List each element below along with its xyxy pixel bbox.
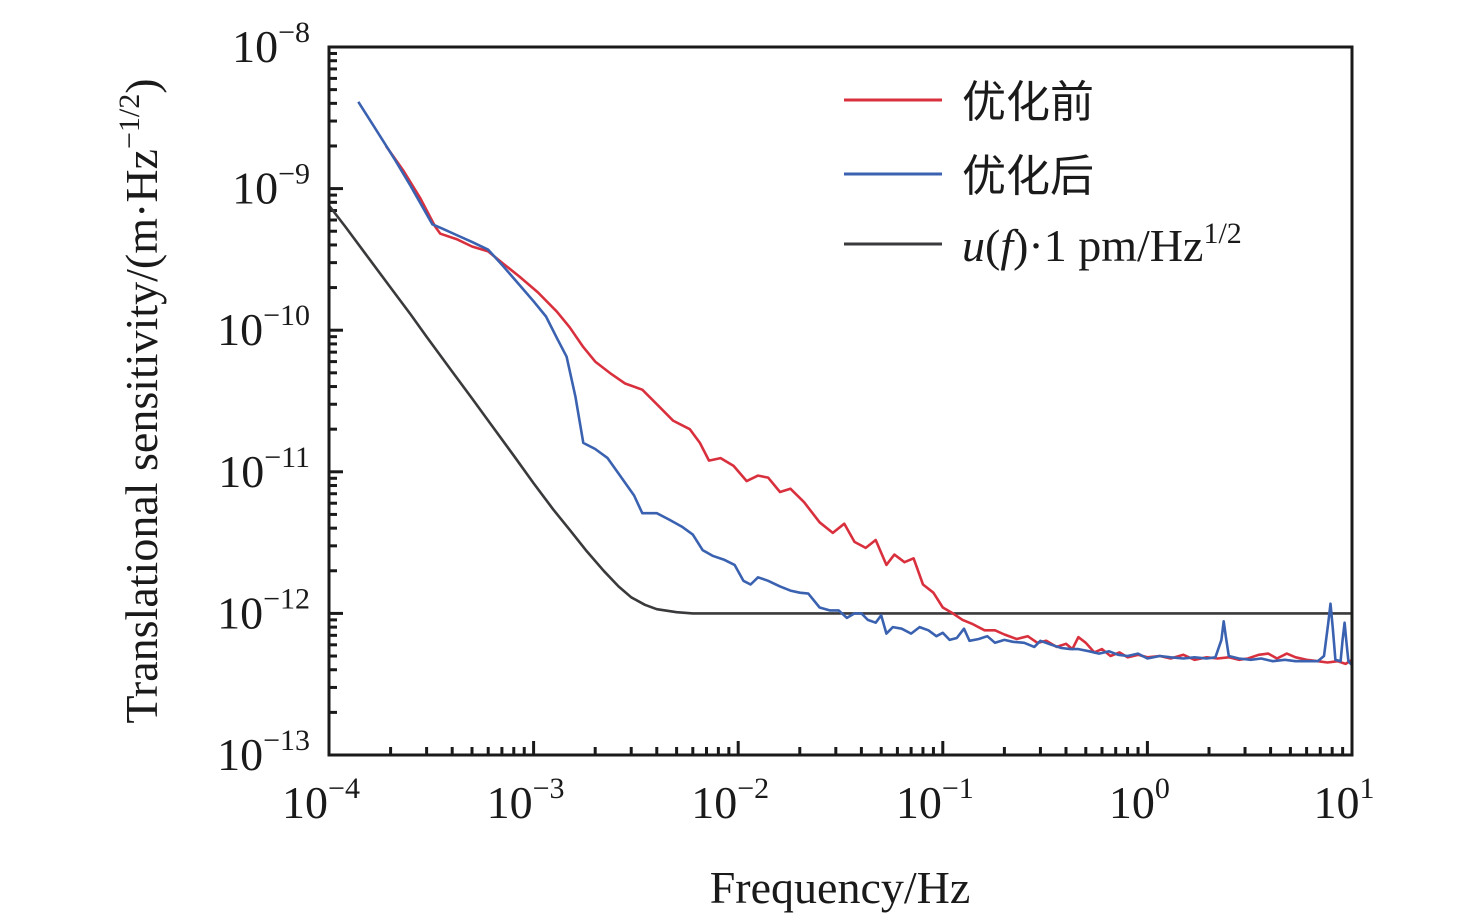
y-tick-label: 10−9 xyxy=(232,158,310,214)
x-tick-base: 10 xyxy=(487,777,533,828)
x-tick-base: 10 xyxy=(896,777,942,828)
y-axis-title-sup: −1/2 xyxy=(113,94,146,149)
y-axis-title: Translational sensitivity/(m·Hz−1/2) xyxy=(113,78,167,723)
series-line-reference xyxy=(329,204,1352,615)
x-tick-base: 10 xyxy=(1109,777,1155,828)
legend-label-after: 优化后 xyxy=(962,151,1094,202)
legend-ref-open: ( xyxy=(985,220,1000,271)
y-tick-label: 10−10 xyxy=(217,299,310,355)
x-tick-exp: −2 xyxy=(737,772,769,805)
y-tick-label: 10−11 xyxy=(218,441,310,497)
x-tick-label: 101 xyxy=(1314,772,1375,828)
y-tick-base: 10 xyxy=(232,21,278,72)
legend: 优化前 优化后 u(f)·1 pm/Hz1/2 xyxy=(844,77,1242,271)
y-tick-base: 10 xyxy=(232,163,278,214)
ticks-layer xyxy=(327,51,1345,757)
y-tick-exp: −11 xyxy=(264,441,310,474)
x-tick-exp: −1 xyxy=(942,772,974,805)
legend-item-before[interactable]: 优化前 xyxy=(844,77,1094,128)
x-tick-label: 10−1 xyxy=(896,772,974,828)
legend-item-reference[interactable]: u(f)·1 pm/Hz1/2 xyxy=(844,217,1242,271)
tick-labels-layer: 10−4 10−3 10−2 10−1 100 10110−810−910−1010−11… xyxy=(217,16,1374,828)
x-axis-title: Frequency/Hz xyxy=(710,862,971,913)
x-tick-exp: 1 xyxy=(1360,772,1375,805)
legend-ref-u: u xyxy=(962,220,985,271)
series-layer xyxy=(329,101,1352,667)
y-tick-label: 10−13 xyxy=(217,724,310,780)
y-axis-title-close: ) xyxy=(116,78,167,93)
x-tick-label: 10−3 xyxy=(487,772,565,828)
x-tick-exp: 0 xyxy=(1155,772,1170,805)
y-axis-title-main: Translational sensitivity/(m·Hz xyxy=(116,149,167,724)
series-line-after-optimization xyxy=(357,101,1352,667)
x-tick-label: 100 xyxy=(1109,772,1170,828)
legend-ref-sup: 1/2 xyxy=(1203,217,1241,250)
legend-label-before: 优化前 xyxy=(962,77,1094,128)
x-tick-base: 10 xyxy=(282,777,328,828)
plot-frame xyxy=(327,45,1354,757)
x-tick-base: 10 xyxy=(691,777,737,828)
x-tick-exp: −4 xyxy=(328,772,360,805)
y-tick-base: 10 xyxy=(217,304,263,355)
x-tick-base: 10 xyxy=(1314,777,1360,828)
y-tick-exp: −9 xyxy=(278,158,310,191)
x-tick-label: 10−4 xyxy=(282,772,360,828)
y-tick-exp: −12 xyxy=(263,582,310,615)
y-tick-base: 10 xyxy=(217,587,263,638)
y-tick-exp: −10 xyxy=(263,299,310,332)
legend-item-after[interactable]: 优化后 xyxy=(844,151,1094,202)
legend-label-reference: u(f)·1 pm/Hz1/2 xyxy=(962,217,1242,271)
y-tick-label: 10−8 xyxy=(232,16,310,72)
x-tick-exp: −3 xyxy=(533,772,565,805)
y-tick-label: 10−12 xyxy=(217,582,310,638)
y-tick-exp: −8 xyxy=(278,16,310,49)
legend-ref-rest: )·1 pm/Hz xyxy=(1013,220,1203,271)
y-tick-base: 10 xyxy=(217,729,263,780)
y-tick-base: 10 xyxy=(218,446,264,497)
y-tick-exp: −13 xyxy=(263,724,310,757)
x-tick-label: 10−2 xyxy=(691,772,769,828)
